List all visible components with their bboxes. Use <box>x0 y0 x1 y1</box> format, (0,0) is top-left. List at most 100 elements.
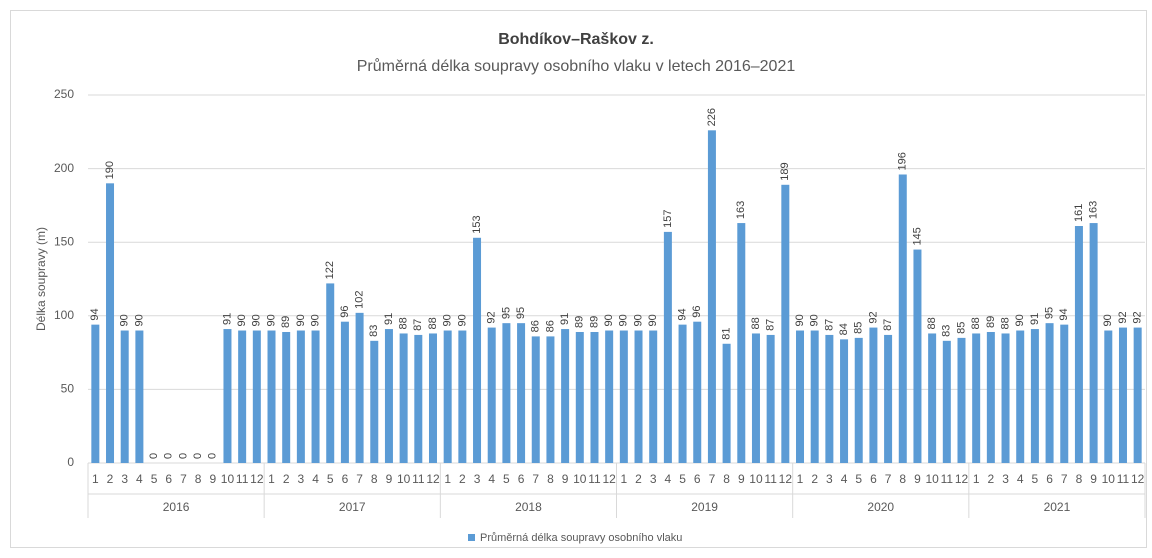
x-tick-label: 5 <box>679 472 686 486</box>
bar <box>267 330 276 463</box>
x-tick-label: 8 <box>371 472 378 486</box>
x-tick-label: 8 <box>723 472 730 486</box>
bar <box>531 336 540 463</box>
data-label: 90 <box>618 314 630 326</box>
data-label: 95 <box>1043 307 1055 319</box>
data-label: 83 <box>368 325 380 337</box>
x-tick-label: 12 <box>955 472 969 486</box>
year-label: 2021 <box>1044 500 1071 514</box>
bar <box>913 249 922 463</box>
bar <box>986 331 995 463</box>
x-tick-label: 8 <box>1076 472 1083 486</box>
x-tick-label: 10 <box>221 472 235 486</box>
year-label: 2020 <box>867 500 894 514</box>
data-label: 89 <box>574 316 586 328</box>
x-tick-label: 5 <box>503 472 510 486</box>
x-tick-label: 1 <box>444 472 451 486</box>
bar <box>1133 327 1142 463</box>
data-label: 90 <box>1014 314 1026 326</box>
bar <box>340 321 349 463</box>
bar <box>502 323 511 463</box>
bar <box>707 130 716 463</box>
bar <box>781 184 790 464</box>
bar <box>282 331 291 463</box>
data-label: 90 <box>603 314 615 326</box>
x-tick-label: 3 <box>826 472 833 486</box>
x-tick-label: 9 <box>738 472 745 486</box>
chart-border <box>10 10 1147 548</box>
data-label: 102 <box>353 290 365 308</box>
data-label: 90 <box>794 314 806 326</box>
data-label: 92 <box>1117 311 1129 323</box>
data-label: 0 <box>177 453 189 459</box>
x-tick-label: 1 <box>92 472 99 486</box>
bar <box>854 337 863 463</box>
data-label: 88 <box>398 317 410 329</box>
data-label: 92 <box>867 311 879 323</box>
bar <box>1016 330 1025 463</box>
x-tick-label: 6 <box>694 472 701 486</box>
x-tick-label: 2 <box>635 472 642 486</box>
x-tick-label: 11 <box>412 472 425 486</box>
bar <box>751 333 760 463</box>
bar <box>1001 333 1010 463</box>
x-tick-label: 2 <box>283 472 290 486</box>
chart-subtitle: Průměrná délka soupravy osobního vlaku v… <box>357 57 796 75</box>
data-label: 95 <box>515 307 527 319</box>
data-label: 88 <box>926 317 938 329</box>
bar <box>443 330 452 463</box>
x-tick-label: 8 <box>195 472 202 486</box>
data-label: 92 <box>486 311 498 323</box>
data-label: 84 <box>838 323 850 335</box>
bar <box>957 337 966 463</box>
data-label: 90 <box>295 314 307 326</box>
bar <box>311 330 320 463</box>
bar <box>120 330 129 463</box>
data-label: 91 <box>221 313 233 325</box>
data-label: 90 <box>236 314 248 326</box>
data-label: 90 <box>309 314 321 326</box>
data-label: 163 <box>735 201 747 219</box>
x-tick-label: 1 <box>620 472 627 486</box>
chart-title: Bohdíkov–Raškov z. <box>498 31 654 48</box>
data-label: 90 <box>632 314 644 326</box>
data-label: 161 <box>1073 204 1085 222</box>
bar <box>1104 330 1113 463</box>
data-label: 90 <box>265 314 277 326</box>
data-label: 88 <box>427 317 439 329</box>
data-label: 87 <box>823 319 835 331</box>
bar <box>898 174 907 463</box>
x-tick-label: 10 <box>925 472 939 486</box>
data-label: 91 <box>383 313 395 325</box>
bar <box>1074 226 1083 463</box>
bar <box>296 330 305 463</box>
bar <box>106 183 115 463</box>
bar <box>869 327 878 463</box>
y-axis-label: Délka soupravy (m) <box>34 227 48 331</box>
data-label: 95 <box>500 307 512 319</box>
x-tick-label: 11 <box>941 472 954 486</box>
bar <box>370 340 379 463</box>
y-tick-label: 150 <box>54 234 74 248</box>
bar <box>223 329 232 463</box>
data-label: 88 <box>999 317 1011 329</box>
data-label: 90 <box>647 314 659 326</box>
data-label: 0 <box>163 453 175 459</box>
data-label: 90 <box>119 314 131 326</box>
bar <box>428 333 437 463</box>
data-label: 157 <box>662 210 674 228</box>
year-label: 2016 <box>163 500 190 514</box>
data-label: 189 <box>779 162 791 180</box>
data-label: 0 <box>148 453 160 459</box>
bar <box>693 321 702 463</box>
data-label: 0 <box>192 453 204 459</box>
bar <box>1060 324 1069 463</box>
bar <box>1045 323 1054 463</box>
x-tick-label: 10 <box>573 472 587 486</box>
data-label: 88 <box>750 317 762 329</box>
data-label: 87 <box>412 319 424 331</box>
data-label: 83 <box>941 325 953 337</box>
x-tick-label: 7 <box>356 472 363 486</box>
bar <box>384 329 393 463</box>
